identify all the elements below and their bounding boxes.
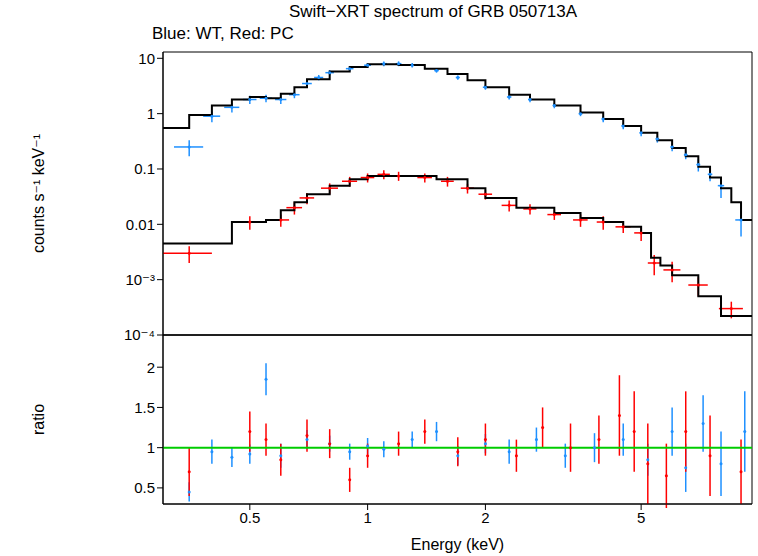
svg-text:10⁻⁴: 10⁻⁴ bbox=[124, 326, 155, 340]
svg-text:2: 2 bbox=[481, 509, 489, 526]
html-text:Blue: WT, Red: PC: Blue: WT, Red: PC bbox=[152, 24, 294, 43]
svg-text:0.1: 0.1 bbox=[134, 160, 155, 177]
svg-text:0.5: 0.5 bbox=[134, 479, 155, 496]
svg-text:1.5: 1.5 bbox=[134, 399, 155, 416]
html-text:Swift−XRT spectrum of GRB 0507: Swift−XRT spectrum of GRB 050713A bbox=[289, 2, 577, 21]
svg-text:10⁻³: 10⁻³ bbox=[125, 271, 155, 288]
svg-text:1: 1 bbox=[147, 439, 155, 456]
svg-text:2: 2 bbox=[147, 359, 155, 376]
svg-text:0.01: 0.01 bbox=[126, 216, 155, 233]
svg-text:0.5: 0.5 bbox=[239, 509, 260, 526]
svg-text:Energy (keV): Energy (keV) bbox=[411, 536, 504, 553]
svg-text:counts s⁻¹ keV⁻¹: counts s⁻¹ keV⁻¹ bbox=[30, 134, 47, 253]
svg-text:5: 5 bbox=[637, 509, 645, 526]
svg-text:10: 10 bbox=[138, 50, 155, 67]
svg-text:ratio: ratio bbox=[30, 404, 47, 435]
svg-text:1: 1 bbox=[363, 509, 371, 526]
svg-text:1: 1 bbox=[147, 105, 155, 122]
